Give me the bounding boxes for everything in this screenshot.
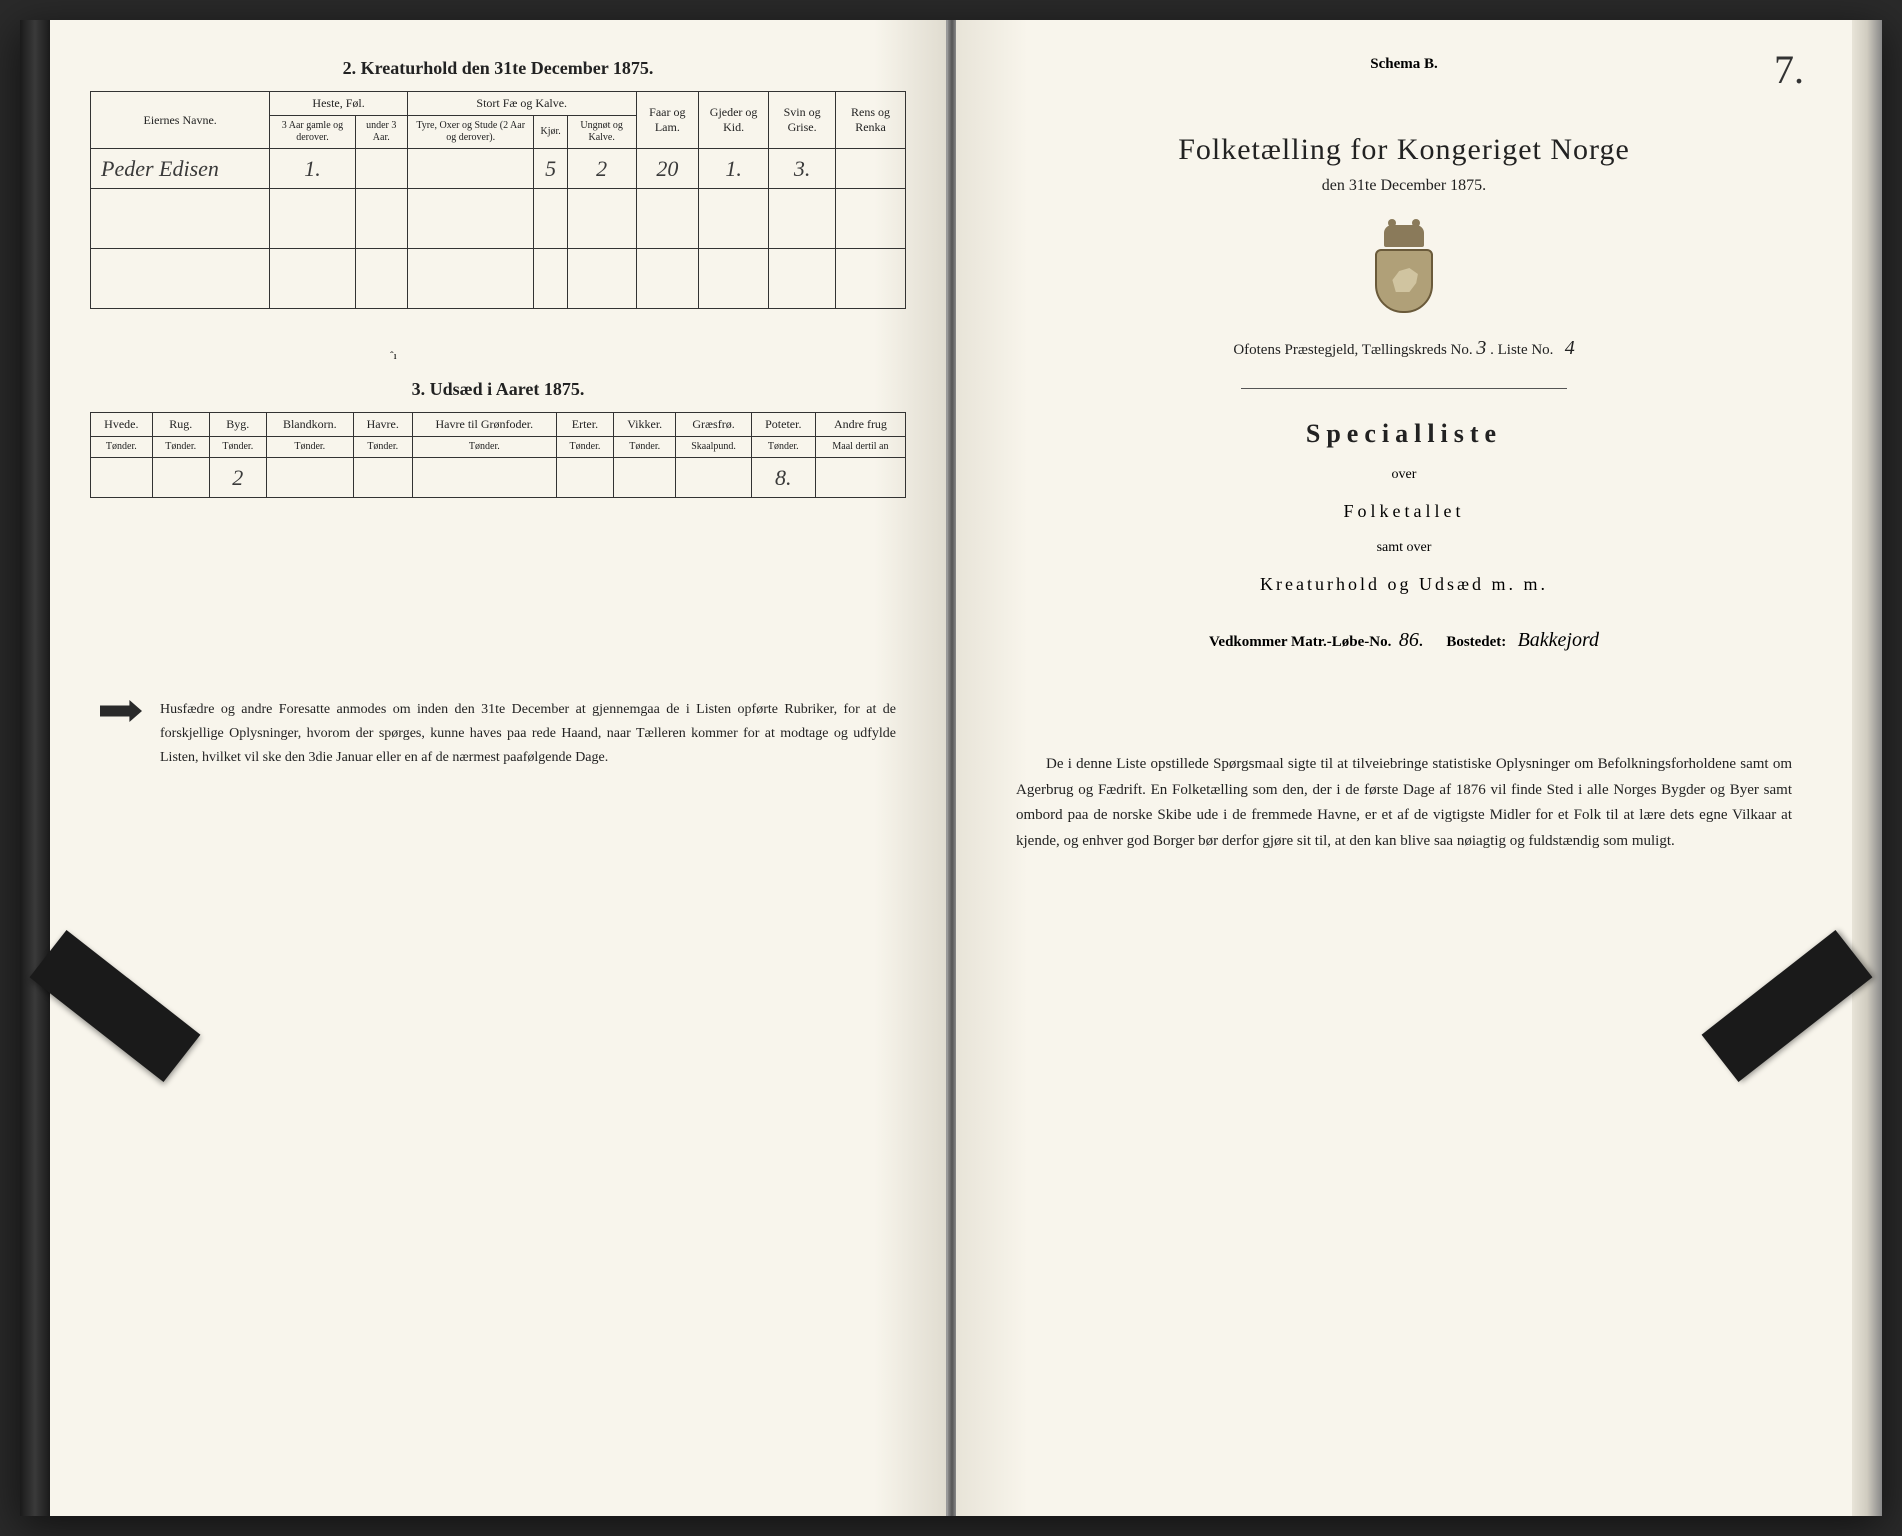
right-page: Schema B. 7. Folketælling for Kongeriget… bbox=[956, 20, 1852, 1516]
sub-date: den 31te December 1875. bbox=[996, 177, 1812, 195]
seed-cell bbox=[91, 458, 153, 498]
photo-clip-icon bbox=[30, 930, 201, 1082]
section3-title: 3. Udsæd i Aaret 1875. bbox=[90, 379, 906, 400]
seed-col-header: Græsfrø. bbox=[676, 413, 751, 437]
table-row bbox=[91, 189, 906, 249]
seed-col-unit: Skaalpund. bbox=[676, 437, 751, 458]
seed-col-header: Blandkorn. bbox=[266, 413, 353, 437]
seed-table: Hvede.Rug.Byg.Blandkorn.Havre.Havre til … bbox=[90, 412, 906, 498]
liste-no: 4 bbox=[1565, 337, 1575, 359]
seed-col-unit: Tønder. bbox=[152, 437, 209, 458]
kreatur-label: Kreaturhold og Udsæd m. m. bbox=[996, 574, 1812, 595]
bosted-label: Bostedet: bbox=[1446, 634, 1506, 650]
instruction-paragraph: Husfædre og andre Foresatte anmodes om i… bbox=[90, 698, 906, 769]
seed-col-unit: Tønder. bbox=[751, 437, 815, 458]
seed-col-unit: Tønder. bbox=[613, 437, 675, 458]
kreds-no: 3 bbox=[1476, 337, 1486, 359]
cell-c2: 5 bbox=[534, 149, 567, 189]
table-row: Peder Edisen 1. 5 2 20 1. 3. bbox=[91, 149, 906, 189]
pointing-hand-icon bbox=[100, 700, 142, 722]
cell-sheep: 20 bbox=[636, 149, 699, 189]
sub-c3: Ungnøt og Kalve. bbox=[567, 116, 636, 149]
cell-goats: 1. bbox=[699, 149, 769, 189]
seed-cell: 8. bbox=[751, 458, 815, 498]
special-list-title: Specialliste bbox=[996, 419, 1812, 449]
seed-cell bbox=[815, 458, 905, 498]
over-label: over bbox=[996, 467, 1812, 483]
seed-col-header: Erter. bbox=[556, 413, 613, 437]
col-rein: Rens og Renka bbox=[836, 92, 906, 149]
seed-col-unit: Tønder. bbox=[209, 437, 266, 458]
group-horses: Heste, Føl. bbox=[270, 92, 408, 116]
crown-icon bbox=[1384, 225, 1424, 247]
book-spine bbox=[948, 20, 956, 1516]
sub-c1: Tyre, Oxer og Stude (2 Aar og derover). bbox=[407, 116, 534, 149]
seed-col-header: Havre. bbox=[353, 413, 412, 437]
seed-cell bbox=[676, 458, 751, 498]
col-pigs: Svin og Grise. bbox=[769, 92, 836, 149]
census-book-spread: 2. Kreaturhold den 31te December 1875. E… bbox=[20, 20, 1882, 1516]
seed-col-unit: Tønder. bbox=[91, 437, 153, 458]
seed-cell: 2 bbox=[209, 458, 266, 498]
left-page: 2. Kreaturhold den 31te December 1875. E… bbox=[50, 20, 948, 1516]
divider bbox=[1241, 388, 1567, 389]
bosted-value: Bakkejord bbox=[1518, 629, 1599, 651]
cell-c1 bbox=[407, 149, 534, 189]
seed-col-unit: Tønder. bbox=[412, 437, 556, 458]
seed-col-header: Byg. bbox=[209, 413, 266, 437]
seed-cell bbox=[412, 458, 556, 498]
seed-col-header: Hvede. bbox=[91, 413, 153, 437]
seed-cell bbox=[613, 458, 675, 498]
seed-col-unit: Tønder. bbox=[353, 437, 412, 458]
seed-cell bbox=[353, 458, 412, 498]
col-goats: Gjeder og Kid. bbox=[699, 92, 769, 149]
shield-icon bbox=[1375, 249, 1433, 313]
main-title: Folketælling for Kongeriget Norge bbox=[996, 133, 1812, 167]
samt-label: samt over bbox=[996, 540, 1812, 556]
table-row bbox=[91, 249, 906, 309]
photo-clip-icon bbox=[1702, 930, 1873, 1082]
col-sheep: Faar og Lam. bbox=[636, 92, 699, 149]
seed-col-unit: Tønder. bbox=[266, 437, 353, 458]
owner-name: Peder Edisen bbox=[91, 149, 270, 189]
instruction-text: Husfædre og andre Foresatte anmodes om i… bbox=[160, 702, 896, 765]
sub-c2: Kjør. bbox=[534, 116, 567, 149]
matr-line: Vedkommer Matr.-Løbe-No. 86. Bostedet: B… bbox=[996, 629, 1812, 652]
livestock-table: Eiernes Navne. Heste, Føl. Stort Fæ og K… bbox=[90, 91, 906, 309]
schema-label: Schema B. bbox=[996, 56, 1812, 73]
stray-mark: ˆı bbox=[390, 350, 397, 362]
seed-col-header: Poteter. bbox=[751, 413, 815, 437]
liste-label: . Liste No. bbox=[1490, 342, 1553, 358]
matr-no: 86. bbox=[1399, 629, 1424, 651]
book-edge-right bbox=[1852, 20, 1882, 1516]
cell-h1: 1. bbox=[270, 149, 355, 189]
cell-pigs: 3. bbox=[769, 149, 836, 189]
page-number: 7. bbox=[1774, 46, 1804, 93]
cell-rein bbox=[836, 149, 906, 189]
description-paragraph: De i denne Liste opstillede Spørgsmaal s… bbox=[996, 752, 1812, 854]
sub-h2: under 3 Aar. bbox=[355, 116, 407, 149]
seed-cell bbox=[556, 458, 613, 498]
seed-col-header: Havre til Grønfoder. bbox=[412, 413, 556, 437]
kreds-prefix: Ofotens Præstegjeld, Tællingskreds No. bbox=[1233, 342, 1472, 358]
seed-col-unit: Tønder. bbox=[556, 437, 613, 458]
seed-cell bbox=[152, 458, 209, 498]
cell-h2 bbox=[355, 149, 407, 189]
seed-col-header: Vikker. bbox=[613, 413, 675, 437]
book-edge-left bbox=[20, 20, 50, 1516]
seed-cell bbox=[266, 458, 353, 498]
seed-col-header: Andre frug bbox=[815, 413, 905, 437]
sub-h1: 3 Aar gamle og derover. bbox=[270, 116, 355, 149]
kreds-line: Ofotens Præstegjeld, Tællingskreds No. 3… bbox=[996, 337, 1812, 360]
col-owner: Eiernes Navne. bbox=[91, 92, 270, 149]
coat-of-arms-icon bbox=[1369, 225, 1439, 315]
group-cattle: Stort Fæ og Kalve. bbox=[407, 92, 636, 116]
seed-col-header: Rug. bbox=[152, 413, 209, 437]
cell-c3: 2 bbox=[567, 149, 636, 189]
folketallet-label: Folketallet bbox=[996, 501, 1812, 522]
seed-col-unit: Maal dertil an bbox=[815, 437, 905, 458]
matr-label: Vedkommer Matr.-Løbe-No. bbox=[1209, 634, 1391, 650]
section2-title: 2. Kreaturhold den 31te December 1875. bbox=[90, 58, 906, 79]
